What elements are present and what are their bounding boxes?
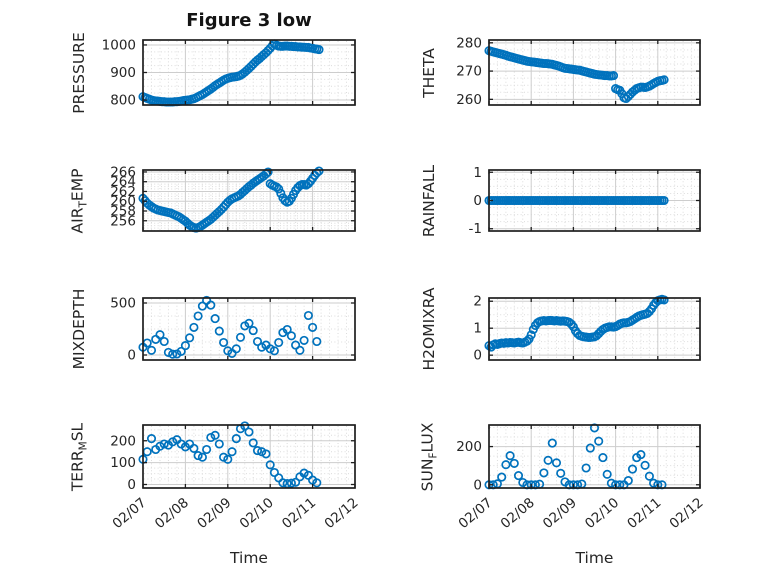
tick-marks bbox=[488, 40, 701, 105]
y-tick-label: 256 bbox=[110, 213, 136, 229]
ylabel-text: SL bbox=[68, 422, 87, 441]
y-tick-label: 270 bbox=[456, 64, 482, 80]
subplot-terr-msl: 0 100 200 02/07 02/08 02/09 02/10 02/11 02/12 bbox=[109, 421, 362, 532]
axes-box bbox=[488, 39, 701, 106]
ylabel-h2omixra: H2OMIXRA bbox=[420, 287, 438, 370]
y-tick-label: 1 bbox=[473, 321, 482, 337]
minor-grid bbox=[490, 299, 699, 359]
x-tick-label: 02/12 bbox=[321, 495, 361, 532]
subplot-theta: 260 270 280 bbox=[456, 35, 701, 108]
y-tick-label: 2 bbox=[473, 294, 482, 310]
ylabel-theta: THETA bbox=[420, 48, 438, 98]
ylabel-sun-flux: SUNFLUX bbox=[418, 422, 439, 491]
x-tick-label: 02/12 bbox=[666, 495, 706, 532]
x-tick-label: 02/11 bbox=[279, 495, 319, 532]
minor-grid bbox=[490, 171, 699, 230]
data-points bbox=[484, 294, 669, 352]
ylabel-text: H2OMIXRA bbox=[420, 287, 438, 371]
minor-grid bbox=[490, 426, 699, 487]
subplot-rainfall: -1 0 1 bbox=[469, 165, 701, 237]
y-tick-label: 266 bbox=[110, 164, 136, 180]
y-tick-label: 258 bbox=[110, 203, 136, 219]
ylabel-text: EMP bbox=[68, 168, 87, 201]
x-tick-label: 02/09 bbox=[194, 495, 234, 532]
data-points bbox=[138, 166, 324, 233]
ylabel-text: PRESSURE bbox=[70, 31, 88, 114]
x-tick-label: 02/08 bbox=[152, 495, 192, 532]
x-tick-label: 02/10 bbox=[237, 495, 277, 532]
x-tick-label: 02/10 bbox=[582, 495, 622, 532]
tick-marks bbox=[488, 425, 701, 488]
data-points bbox=[138, 39, 324, 107]
y-tick-label: 260 bbox=[456, 92, 482, 108]
ylabel-text: RAINFALL bbox=[420, 164, 438, 237]
ylabel-text: LUX bbox=[418, 422, 437, 452]
xlabel-time-left: Time bbox=[230, 549, 268, 567]
tick-marks bbox=[488, 170, 701, 231]
axes-box bbox=[142, 424, 356, 489]
ylabel-text: THETA bbox=[420, 47, 438, 98]
y-tick-label: 0 bbox=[473, 477, 482, 493]
ylabel-text: AIR bbox=[68, 206, 87, 233]
y-tick-label: 100 bbox=[110, 455, 136, 471]
y-tick-label: 280 bbox=[456, 35, 482, 51]
y-tick-label: 264 bbox=[110, 174, 136, 190]
y-tick-label: 200 bbox=[456, 439, 482, 455]
ylabel-subscript: T bbox=[77, 200, 90, 207]
axes-box bbox=[488, 297, 701, 361]
x-tick-label: 02/08 bbox=[498, 495, 538, 532]
major-grid bbox=[489, 298, 700, 360]
tick-marks bbox=[142, 298, 356, 360]
x-tick-label: 02/07 bbox=[109, 495, 149, 532]
data-points bbox=[138, 421, 322, 489]
tick-marks bbox=[488, 298, 701, 360]
data-points bbox=[484, 46, 669, 104]
x-tick-label: 02/07 bbox=[455, 495, 495, 532]
ylabel-mixdepth: MIXDEPTH bbox=[70, 289, 88, 370]
ylabel-text: MIXDEPTH bbox=[70, 288, 88, 370]
y-tick-label: 500 bbox=[110, 295, 136, 311]
ylabel-terr-msl: TERRMSL bbox=[68, 422, 89, 490]
ylabel-rainfall: RAINFALL bbox=[420, 164, 438, 236]
major-grid bbox=[143, 298, 355, 360]
ylabel-subscript: F bbox=[427, 452, 440, 459]
y-tick-label: 0 bbox=[127, 477, 136, 493]
y-tick-label: 800 bbox=[110, 93, 136, 109]
y-tick-label: 1 bbox=[473, 165, 482, 181]
tick-marks bbox=[142, 425, 356, 488]
y-tick-label: 262 bbox=[110, 184, 136, 200]
ylabel-text: SUN bbox=[418, 458, 437, 491]
data-points bbox=[138, 295, 322, 359]
data-points bbox=[484, 195, 669, 206]
subplot-mixdepth: 0 500 bbox=[110, 295, 356, 364]
tick-marks bbox=[142, 40, 356, 105]
y-tick-label: 0 bbox=[473, 348, 482, 364]
y-tick-label: 260 bbox=[110, 194, 136, 210]
y-tick-label: -1 bbox=[469, 221, 482, 237]
axes-box bbox=[488, 424, 701, 489]
ylabel-text: TERR bbox=[68, 449, 87, 491]
subplot-h2omixra: 0 1 2 bbox=[473, 294, 701, 364]
xlabel-time-right: Time bbox=[575, 549, 614, 567]
y-tick-label: 1000 bbox=[102, 37, 136, 53]
axes-box bbox=[142, 169, 356, 232]
y-tick-label: 0 bbox=[473, 193, 482, 209]
y-tick-label: 200 bbox=[110, 433, 136, 449]
ylabel-air-temp: AIRTEMP bbox=[68, 168, 89, 233]
minor-grid bbox=[144, 299, 354, 359]
subplot-sun-flux: 0 200 02/07 02/08 02/09 02/10 02/11 02/12 bbox=[455, 423, 707, 532]
ylabel-subscript: M bbox=[77, 440, 90, 450]
y-tick-label: 0 bbox=[127, 348, 136, 364]
subplot-pressure: 800 900 1000 bbox=[102, 37, 356, 109]
y-tick-label: 900 bbox=[110, 65, 136, 81]
x-tick-label: 02/11 bbox=[624, 495, 664, 532]
ylabel-pressure: PRESSURE bbox=[70, 32, 88, 114]
axes-box bbox=[142, 297, 356, 361]
tick-marks bbox=[142, 170, 356, 231]
figure-title: Figure 3 low bbox=[186, 10, 312, 31]
x-tick-label: 02/09 bbox=[540, 495, 580, 532]
